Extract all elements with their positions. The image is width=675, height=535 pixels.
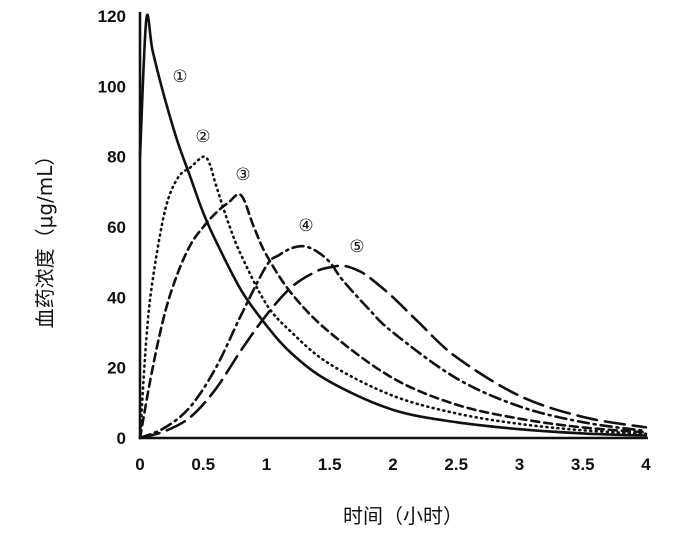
series-line-4 bbox=[138, 244, 648, 440]
series-annotations: ① ② ③ ④ ⑤ bbox=[172, 67, 364, 257]
y-tick-label: 80 bbox=[107, 148, 126, 167]
x-tick-label: 4 bbox=[641, 455, 651, 474]
y-tick-label: 100 bbox=[98, 77, 126, 96]
y-tick-label: 60 bbox=[107, 218, 126, 237]
series-line-3 bbox=[138, 193, 648, 440]
series-annotation-1: ① bbox=[172, 67, 187, 87]
x-tick-label: 0.5 bbox=[191, 455, 215, 474]
x-tick-label: 3 bbox=[515, 455, 524, 474]
series-annotation-3: ③ bbox=[235, 165, 250, 185]
y-axis-title: 血药浓度（μg/mL） bbox=[33, 146, 57, 329]
x-tick-label: 1 bbox=[262, 455, 271, 474]
series-annotation-5: ⑤ bbox=[349, 237, 364, 257]
x-tick-label: 1.5 bbox=[318, 455, 342, 474]
x-tick-label: 0 bbox=[135, 455, 144, 474]
y-tick-label: 120 bbox=[98, 7, 126, 26]
series-line-5 bbox=[138, 264, 648, 440]
series-line-1 bbox=[138, 13, 648, 437]
y-tick-label: 40 bbox=[107, 288, 126, 307]
x-tick-label: 3.5 bbox=[571, 455, 595, 474]
y-tick-label: 0 bbox=[117, 429, 126, 448]
x-axis-title: 时间（小时） bbox=[343, 504, 463, 528]
series-lines bbox=[138, 13, 648, 440]
series-annotation-4: ④ bbox=[298, 216, 313, 236]
series-annotation-2: ② bbox=[195, 127, 210, 147]
x-tick-label: 2.5 bbox=[444, 455, 468, 474]
series-line-2 bbox=[138, 155, 648, 440]
x-tick-label: 2 bbox=[388, 455, 397, 474]
y-tick-label: 20 bbox=[107, 359, 126, 378]
